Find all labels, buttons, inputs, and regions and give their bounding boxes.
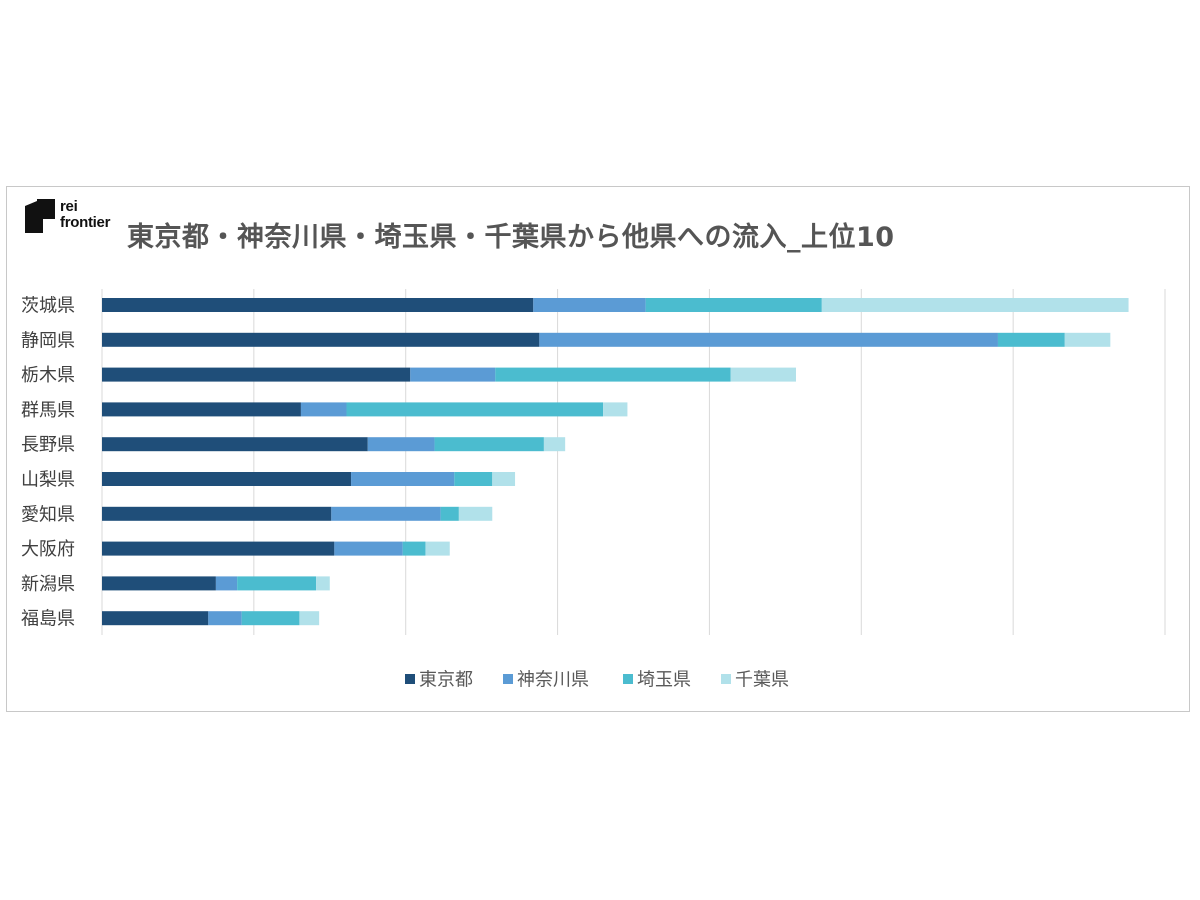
bar-segment (425, 541, 450, 556)
bar-segment (102, 541, 335, 556)
bar-segment (299, 611, 320, 626)
category-label: 新潟県 (21, 574, 75, 595)
bar-segment (543, 437, 566, 452)
bar-segment (492, 472, 516, 486)
bar-segment (102, 611, 209, 626)
legend-label: 千葉県 (735, 670, 789, 691)
legend-label: 東京都 (419, 670, 473, 691)
legend: 東京都 神奈川県 埼玉県 千葉県 (405, 670, 789, 691)
bar-segment (440, 506, 459, 521)
chart-frame: rei frontier 東京都・神奈川県・埼玉県・千葉県から他県への流入_上位… (6, 186, 1190, 712)
logo-text: rei frontier (60, 199, 110, 231)
legend-label: 埼玉県 (637, 670, 691, 691)
category-label: 山梨県 (21, 470, 75, 491)
bar-segment (102, 506, 332, 521)
bar-segment (495, 367, 731, 382)
category-label: 群馬県 (21, 400, 75, 421)
logo-text-line1: rei (60, 198, 78, 215)
bar-segment (351, 472, 455, 486)
bar-segment (821, 298, 1129, 312)
bars (102, 298, 1129, 626)
category-label: 茨城県 (21, 296, 75, 317)
legend-label: 神奈川県 (517, 670, 589, 691)
bar-segment (102, 298, 534, 312)
bar-segment (434, 437, 544, 452)
legend-swatch (721, 674, 731, 684)
chart-title: 東京都・神奈川県・埼玉県・千葉県から他県への流入_上位10 (127, 222, 895, 253)
category-label: 栃木県 (21, 365, 75, 386)
rei-frontier-logo-icon (25, 199, 55, 233)
category-label: 福島県 (21, 609, 75, 630)
bar-segment (208, 611, 242, 626)
bar-segment (331, 506, 441, 521)
bar-segment (402, 541, 426, 556)
bar-segment (730, 367, 796, 382)
bar-segment (1064, 332, 1111, 347)
bar-segment (102, 367, 411, 382)
bar-segment (539, 332, 998, 347)
logo: rei frontier (25, 199, 110, 233)
bar-segment (102, 437, 368, 452)
legend-swatch (623, 674, 633, 684)
bar-segment (215, 576, 238, 591)
bar-segment (454, 472, 493, 486)
bar-segment (997, 332, 1065, 347)
bar-segment (237, 576, 317, 591)
bar-segment (102, 402, 301, 417)
bar-segment (241, 611, 300, 626)
bar-segment (346, 402, 604, 417)
bar-segment (533, 298, 646, 312)
bar-segment (334, 541, 403, 556)
bar-segment (645, 298, 822, 312)
category-label: 大阪府 (21, 539, 75, 560)
bar-segment (300, 402, 347, 417)
bar-segment (603, 402, 628, 417)
legend-swatch (405, 674, 415, 684)
bar-segment (316, 576, 330, 591)
category-label: 静岡県 (21, 330, 75, 351)
bar-segment (367, 437, 435, 452)
category-label: 長野県 (21, 435, 75, 456)
bar-segment (410, 367, 496, 382)
bar-segment (458, 506, 493, 521)
bar-segment (102, 576, 216, 591)
logo-text-line2: frontier (60, 214, 111, 231)
category-label: 愛知県 (21, 504, 75, 525)
legend-swatch (503, 674, 513, 684)
bar-segment (102, 472, 352, 486)
bar-segment (102, 332, 540, 347)
